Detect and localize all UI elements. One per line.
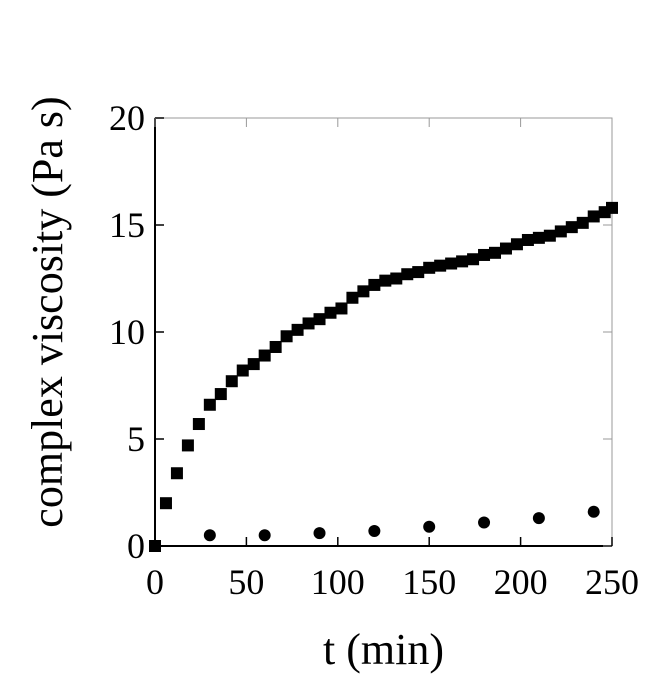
data-point-square bbox=[302, 317, 315, 330]
data-point-circle bbox=[587, 505, 600, 518]
data-point-square bbox=[489, 246, 502, 259]
data-point-square bbox=[379, 274, 392, 287]
data-point-square bbox=[214, 388, 227, 401]
y-tick-label: 15 bbox=[109, 205, 145, 245]
x-tick-label: 250 bbox=[585, 562, 639, 602]
plot-frame bbox=[154, 117, 613, 547]
data-point-square bbox=[225, 375, 238, 388]
data-marks bbox=[149, 201, 618, 552]
x-tick-label: 200 bbox=[494, 562, 548, 602]
data-point-square bbox=[258, 349, 271, 362]
data-point-square bbox=[313, 313, 326, 326]
x-axis-label: t (min) bbox=[323, 625, 444, 674]
data-point-square bbox=[510, 238, 523, 251]
data-point-square bbox=[554, 225, 567, 238]
data-point-square bbox=[412, 266, 425, 279]
data-point-square bbox=[499, 242, 512, 255]
data-point-square bbox=[456, 255, 469, 268]
data-point-square bbox=[587, 210, 600, 223]
data-point-square bbox=[532, 231, 545, 244]
x-tick-label: 0 bbox=[146, 562, 164, 602]
data-point-square bbox=[401, 268, 414, 281]
data-point-square bbox=[521, 233, 534, 246]
data-point-square bbox=[247, 358, 260, 371]
data-point-circle bbox=[532, 512, 545, 525]
y-tick-label: 20 bbox=[109, 98, 145, 138]
data-point-square bbox=[543, 229, 556, 242]
data-point-square bbox=[269, 340, 282, 353]
y-tick-label: 5 bbox=[127, 419, 145, 459]
data-point-square bbox=[192, 418, 205, 431]
data-point-square bbox=[565, 221, 578, 234]
x-tick-label: 100 bbox=[311, 562, 365, 602]
data-point-circle bbox=[423, 520, 436, 533]
data-point-square bbox=[606, 201, 618, 214]
data-point-square bbox=[478, 248, 491, 261]
data-point-square bbox=[368, 278, 381, 291]
data-point-circle bbox=[313, 527, 326, 540]
y-tick-label: 10 bbox=[109, 312, 145, 352]
data-point-square bbox=[445, 257, 458, 270]
data-point-square bbox=[203, 398, 216, 411]
y-tick-label: 0 bbox=[127, 526, 145, 566]
data-point-square bbox=[181, 439, 194, 452]
data-point-circle bbox=[478, 516, 491, 529]
data-point-square bbox=[467, 253, 480, 266]
data-point-square bbox=[236, 364, 249, 377]
data-point-circle bbox=[203, 529, 216, 542]
data-point-square bbox=[149, 540, 161, 552]
data-point-square bbox=[291, 323, 304, 336]
data-point-square bbox=[390, 272, 403, 285]
data-point-square bbox=[434, 259, 447, 272]
data-point-square bbox=[170, 467, 183, 480]
x-tick-label: 50 bbox=[228, 562, 264, 602]
data-point-square bbox=[324, 306, 337, 319]
data-point-square bbox=[280, 330, 293, 343]
data-point-square bbox=[346, 291, 359, 304]
data-point-square bbox=[335, 302, 348, 315]
data-point-circle bbox=[368, 525, 381, 538]
data-point-circle bbox=[258, 529, 271, 542]
data-point-square bbox=[576, 216, 589, 229]
data-point-square bbox=[357, 285, 370, 298]
y-axis-label: complex viscosity (Pa s) bbox=[23, 96, 72, 527]
data-point-square bbox=[159, 497, 172, 510]
data-point-square bbox=[423, 261, 436, 274]
x-tick-group: 0 50 100 150 200 250 bbox=[146, 118, 639, 602]
y-tick-group: 0 5 10 15 20 bbox=[109, 98, 612, 566]
x-tick-label: 150 bbox=[402, 562, 456, 602]
